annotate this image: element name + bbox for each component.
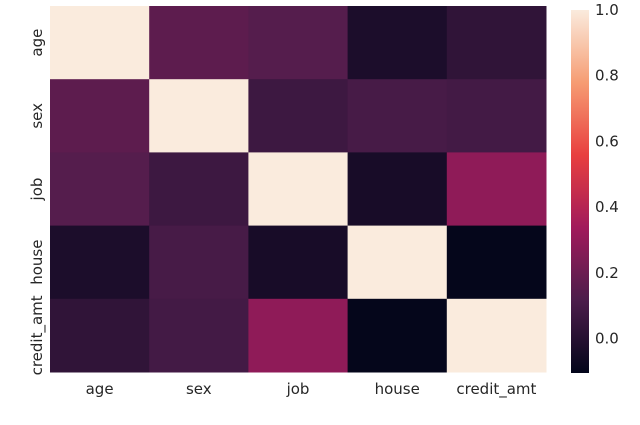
colorbar-tick-label: 0.2 [595, 264, 619, 282]
colorbar-tick-label: 0.0 [595, 330, 619, 348]
colorbar-tick-label: 1.0 [595, 1, 619, 19]
y-tick-label: age [28, 29, 46, 57]
heatmap-cell [347, 152, 448, 227]
y-tick-label: credit_amt [28, 295, 47, 375]
heatmap-cell [347, 298, 448, 373]
heatmap-cell [248, 225, 349, 300]
colorbar-tick-label: 0.4 [595, 198, 619, 216]
heatmap-cell [149, 225, 249, 300]
heatmap-cell [347, 225, 448, 300]
heatmap-cell [446, 298, 547, 373]
heatmap-cell [50, 79, 150, 153]
x-tick-label: house [375, 380, 420, 398]
heatmap-cell [149, 6, 249, 80]
heatmap-cell [50, 152, 150, 227]
heatmap-cell [248, 6, 349, 80]
heatmap-cell [248, 79, 349, 153]
heatmap-cell [50, 298, 150, 373]
heatmap-cell [149, 152, 249, 227]
colorbar-tick-label: 0.8 [595, 67, 619, 85]
heatmap-cell [248, 152, 349, 227]
x-tick-label: age [86, 380, 114, 398]
heatmap-cell [248, 298, 349, 373]
colorbar [571, 10, 589, 373]
heatmap-cell [50, 225, 150, 300]
y-tick-label: house [28, 240, 46, 285]
heatmap-cell [347, 6, 448, 80]
heatmap-cell [446, 6, 547, 80]
colorbar-tick-label: 0.6 [595, 132, 619, 150]
y-tick-label: job [28, 178, 46, 202]
heatmap-cell [347, 79, 448, 153]
heatmap-cell [149, 79, 249, 153]
x-tick-label: job [286, 380, 310, 398]
x-tick-label: sex [186, 380, 212, 398]
heatmap-cell [149, 298, 249, 373]
heatmap-cell [446, 225, 547, 300]
heatmap-cell [446, 79, 547, 153]
heatmap-cell [446, 152, 547, 227]
y-tick-label: sex [28, 103, 46, 129]
heatmap-cell [50, 6, 150, 80]
x-tick-label: credit_amt [456, 380, 536, 399]
